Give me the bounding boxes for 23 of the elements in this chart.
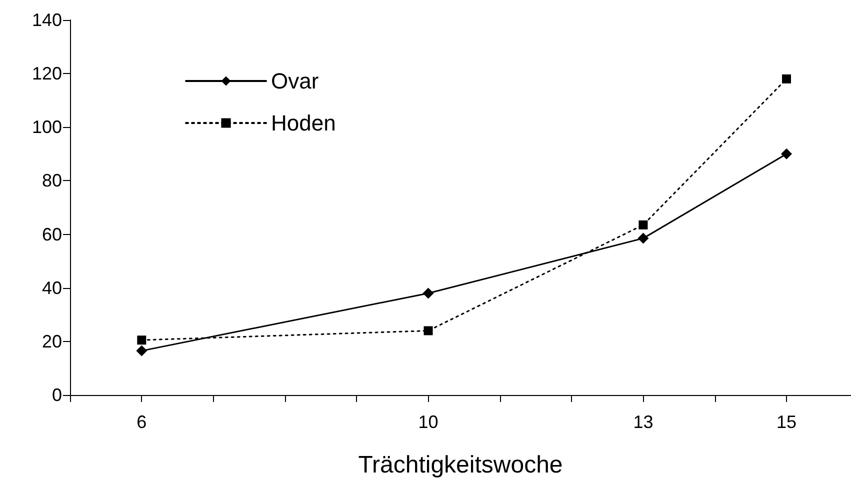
point xyxy=(638,220,648,230)
point xyxy=(424,326,433,336)
y-tick-label: 20 xyxy=(42,331,62,352)
point xyxy=(781,148,792,160)
y-tick-label: 60 xyxy=(42,224,62,244)
point xyxy=(638,232,649,244)
point xyxy=(782,74,792,84)
y-tick-label: 120 xyxy=(32,64,62,84)
legend-label: Hoden xyxy=(271,110,336,136)
x-axis-title: Trächtigkeitswoche xyxy=(358,452,563,478)
y-tick-label: 80 xyxy=(42,170,62,191)
point xyxy=(136,345,148,356)
y-tick-label: 40 xyxy=(42,278,62,298)
point xyxy=(422,288,434,299)
y-tick-label: 100 xyxy=(32,117,62,138)
x-tick-label: 6 xyxy=(136,412,147,432)
point xyxy=(137,336,146,345)
y-tick-label: 0 xyxy=(52,385,62,405)
x-tick-label: 10 xyxy=(418,412,438,432)
legend-label: Ovar xyxy=(271,68,319,94)
y-tick-label: 140 xyxy=(32,10,62,30)
x-tick-label: 13 xyxy=(633,412,654,432)
x-tick-label: 15 xyxy=(776,412,797,432)
